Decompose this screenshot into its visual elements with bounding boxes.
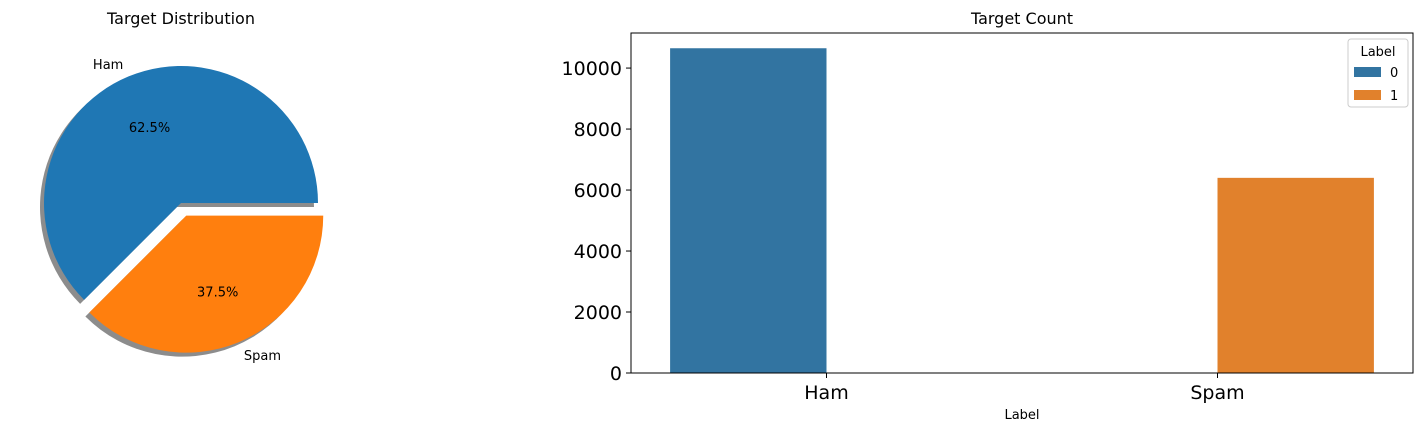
y-tick-label: 4000 [574, 241, 622, 263]
pie-pct-ham: 62.5% [129, 121, 170, 136]
x-axis-label: Label [1004, 408, 1039, 423]
legend-label-0: 0 [1390, 66, 1398, 81]
y-tick-label: 8000 [574, 119, 622, 141]
legend-swatch-0 [1354, 67, 1381, 77]
pie-pct-spam: 37.5% [197, 286, 238, 301]
y-tick-label: 2000 [574, 302, 622, 324]
pie-label-spam: Spam [244, 349, 281, 364]
pie-slice-spam[interactable] [89, 215, 324, 353]
legend-title: Label [1360, 45, 1395, 60]
pie-title: Target Distribution [106, 9, 255, 28]
bar-ham-series-0[interactable] [670, 48, 827, 373]
pie-chart: Target Distribution Ham 62.5% Spam 37.5% [40, 9, 324, 364]
y-tick-label: 0 [610, 363, 622, 385]
bar-chart: Target Count 0 2000 4000 6000 8000 10000 Ham S… [562, 9, 1414, 423]
y-axis: 0 2000 4000 6000 8000 10000 [562, 58, 631, 385]
bar-spam-series-1[interactable] [1217, 177, 1374, 373]
pie-slice-ham[interactable] [44, 66, 319, 300]
y-tick-label: 6000 [574, 180, 622, 202]
x-tick-label-spam: Spam [1190, 382, 1244, 404]
bar-title: Target Count [970, 9, 1073, 28]
legend-label-1: 1 [1390, 89, 1398, 104]
legend[interactable]: Label 0 1 [1347, 38, 1409, 108]
x-axis: Ham Spam [804, 373, 1245, 404]
bar-marks [670, 48, 1374, 373]
x-tick-label-ham: Ham [804, 382, 848, 404]
plot-frame [630, 32, 1414, 374]
pie-slices: Ham 62.5% Spam 37.5% [40, 58, 324, 364]
y-tick-label: 10000 [562, 58, 622, 80]
pie-label-ham: Ham [93, 58, 123, 73]
legend-swatch-1 [1354, 90, 1381, 100]
